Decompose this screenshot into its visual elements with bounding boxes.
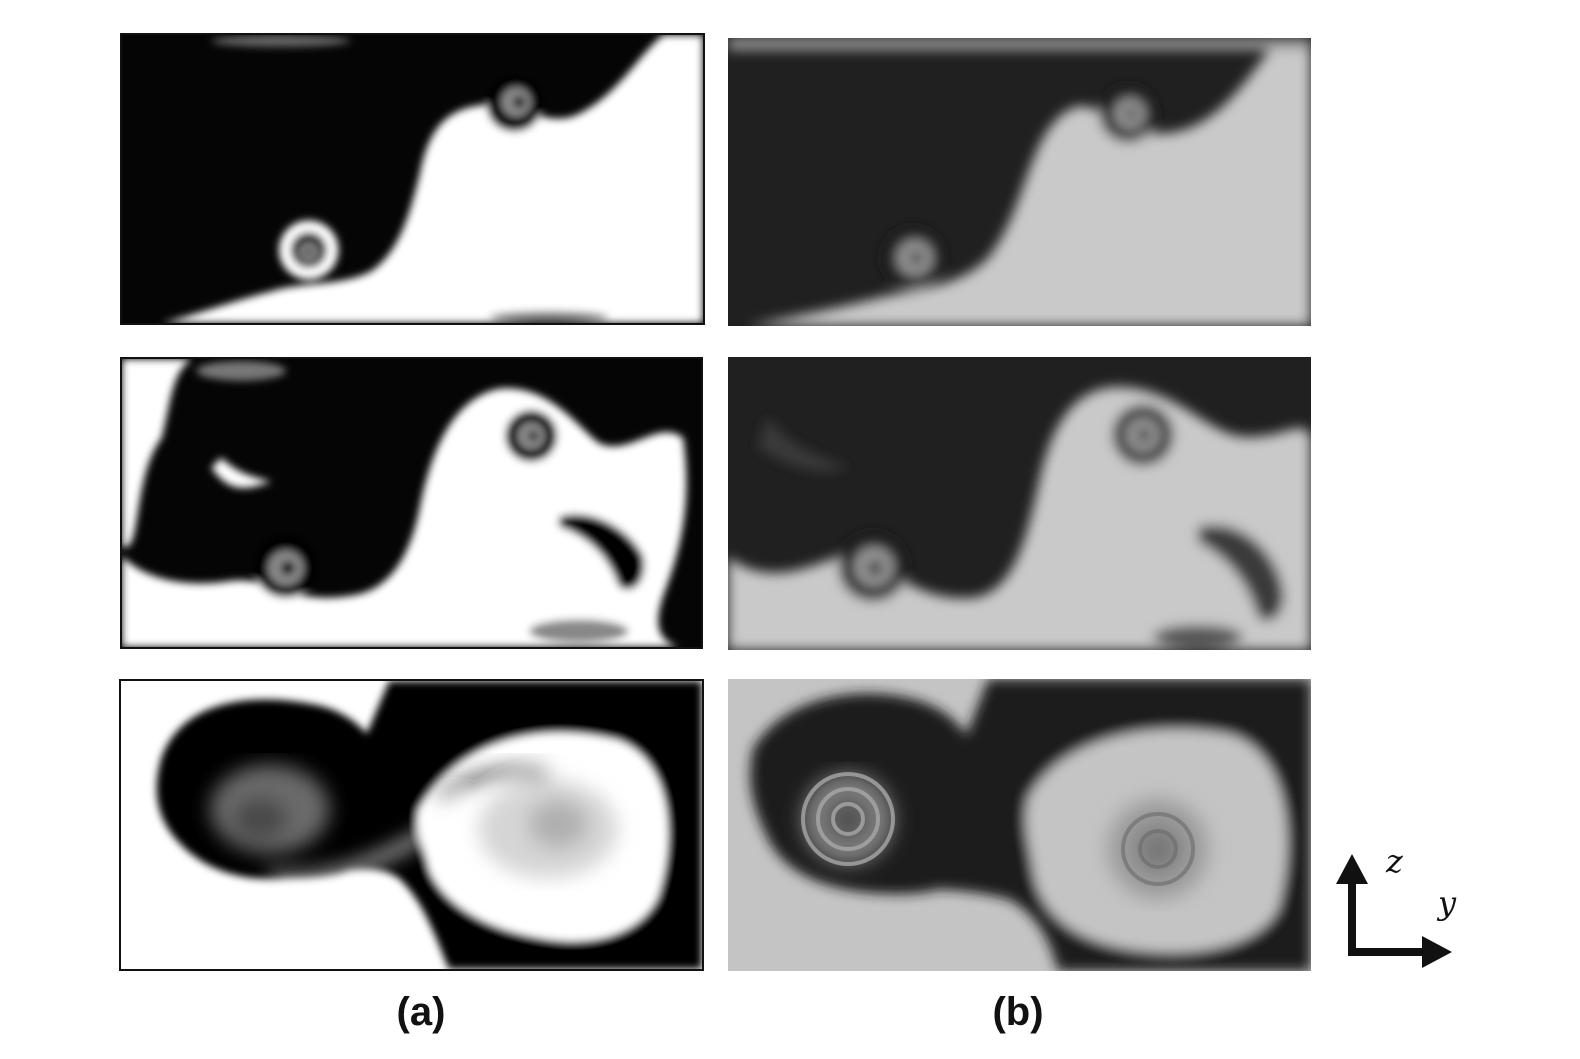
axes-indicator: z y (1320, 840, 1480, 980)
panel-a-row3-image (156, 681, 702, 969)
panel-b-row2-image (728, 387, 1311, 650)
z-arrow-icon (1336, 854, 1368, 884)
axes-arrows (1336, 854, 1452, 968)
panel-b-row1 (728, 38, 1311, 326)
y-arrow-icon (1422, 936, 1452, 968)
panel-b-row1-image (728, 38, 1311, 326)
panel-a-row2-image (122, 359, 687, 647)
label-b: (b) (992, 990, 1044, 1034)
panel-b-row2 (728, 357, 1311, 650)
axis-label-y: y (1438, 884, 1457, 922)
label-a: (a) (396, 990, 446, 1034)
axis-label-z: z (1386, 842, 1403, 880)
panel-a-row2 (120, 357, 703, 649)
panel-a-row3 (119, 679, 704, 971)
panel-a-row1 (120, 33, 705, 325)
panel-a-row1-image (161, 35, 703, 323)
panel-b-row3 (728, 679, 1311, 971)
panel-b-row3-image (750, 679, 1311, 971)
